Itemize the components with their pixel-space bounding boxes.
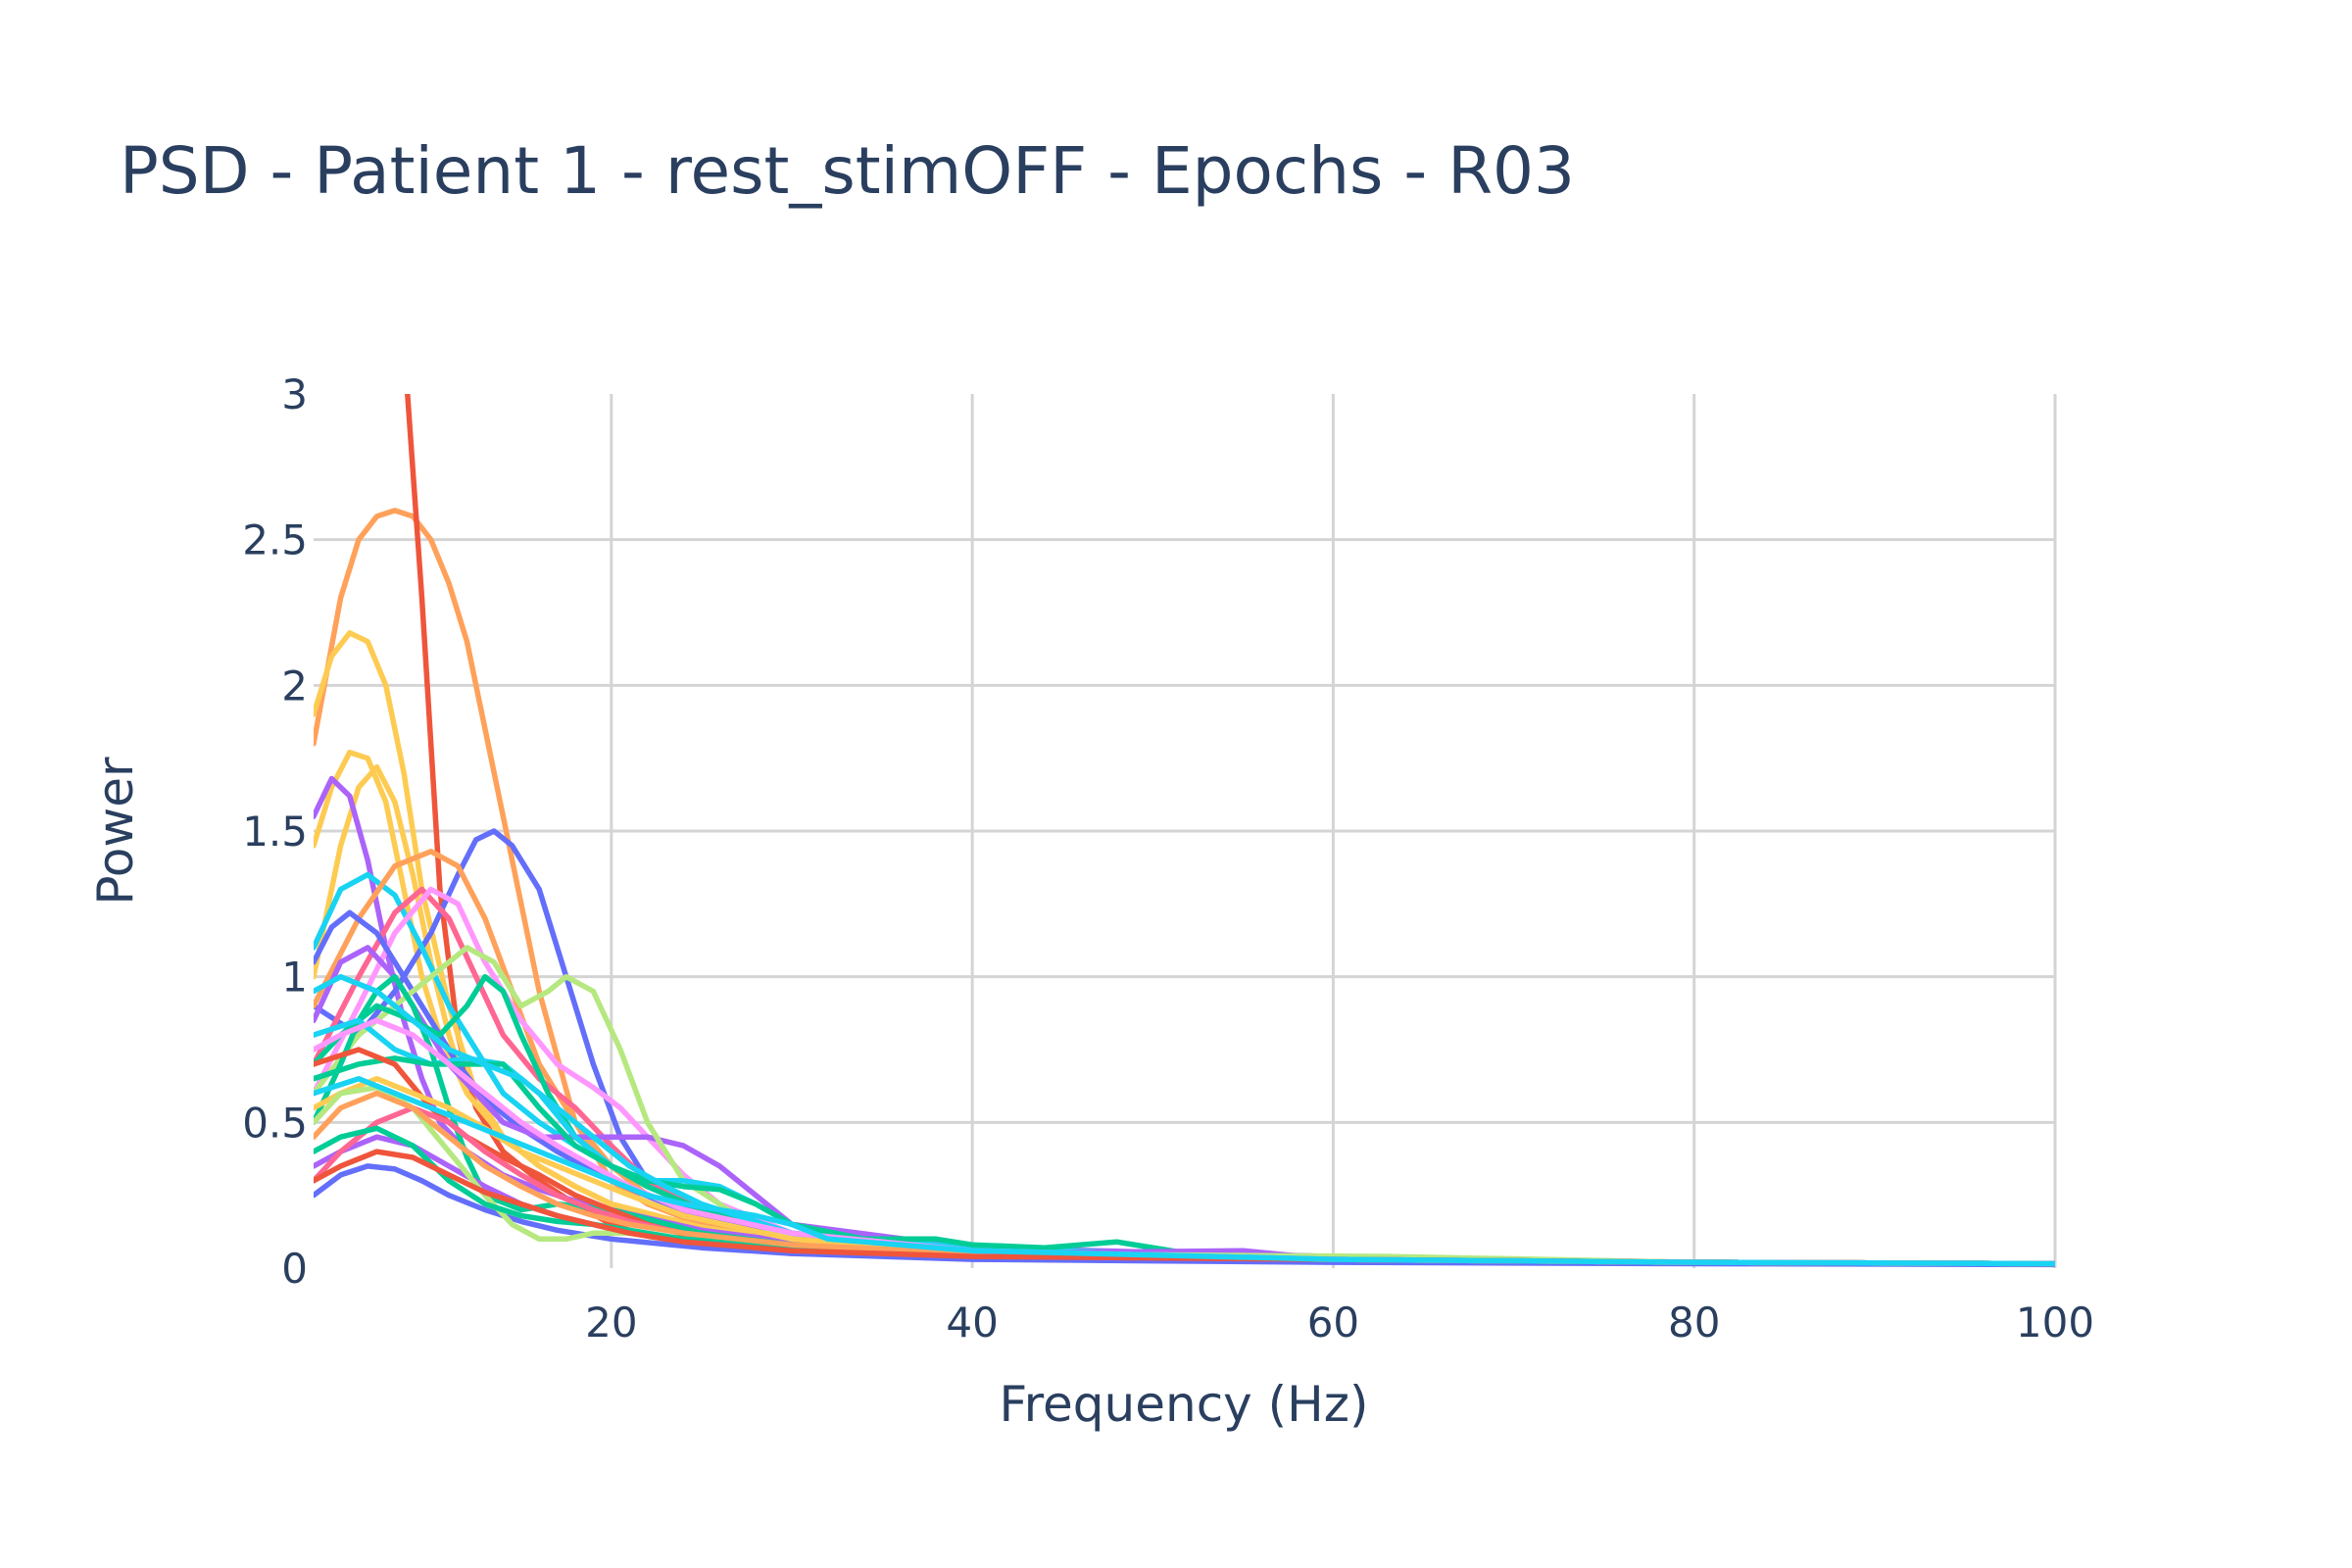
psd-traces — [314, 394, 2055, 1268]
x-axis-title: Frequency (Hz) — [999, 1376, 1368, 1433]
y-tick-label: 1.5 — [242, 808, 308, 856]
y-tick-label: 3 — [281, 370, 308, 418]
x-tick-label: 20 — [585, 1298, 637, 1347]
y-tick-label: 2 — [281, 662, 308, 710]
psd-trace-20 — [314, 1163, 2055, 1268]
chart-title: PSD - Patient 1 - rest_stimOFF - Epochs … — [120, 133, 1575, 209]
y-tick-label: 2.5 — [242, 516, 308, 564]
x-tick-label: 100 — [2016, 1298, 2094, 1347]
y-tick-label: 0.5 — [242, 1099, 308, 1147]
y-axis-title: Power — [87, 757, 144, 906]
x-tick-label: 60 — [1307, 1298, 1359, 1347]
x-tick-labels: 20 40 60 80 100 — [585, 1298, 2094, 1347]
psd-trace-30 — [314, 1075, 2055, 1267]
y-tick-label: 0 — [281, 1245, 308, 1293]
y-tick-labels: 0 0.5 1 1.5 2 2.5 3 — [242, 370, 308, 1293]
y-tick-label: 1 — [281, 954, 308, 1002]
y-gridlines — [314, 538, 2055, 1124]
x-tick-label: 80 — [1668, 1298, 1720, 1347]
psd-trace-18 — [314, 1055, 2055, 1267]
x-tick-label: 40 — [946, 1298, 998, 1347]
psd-trace-29 — [314, 1149, 2055, 1267]
